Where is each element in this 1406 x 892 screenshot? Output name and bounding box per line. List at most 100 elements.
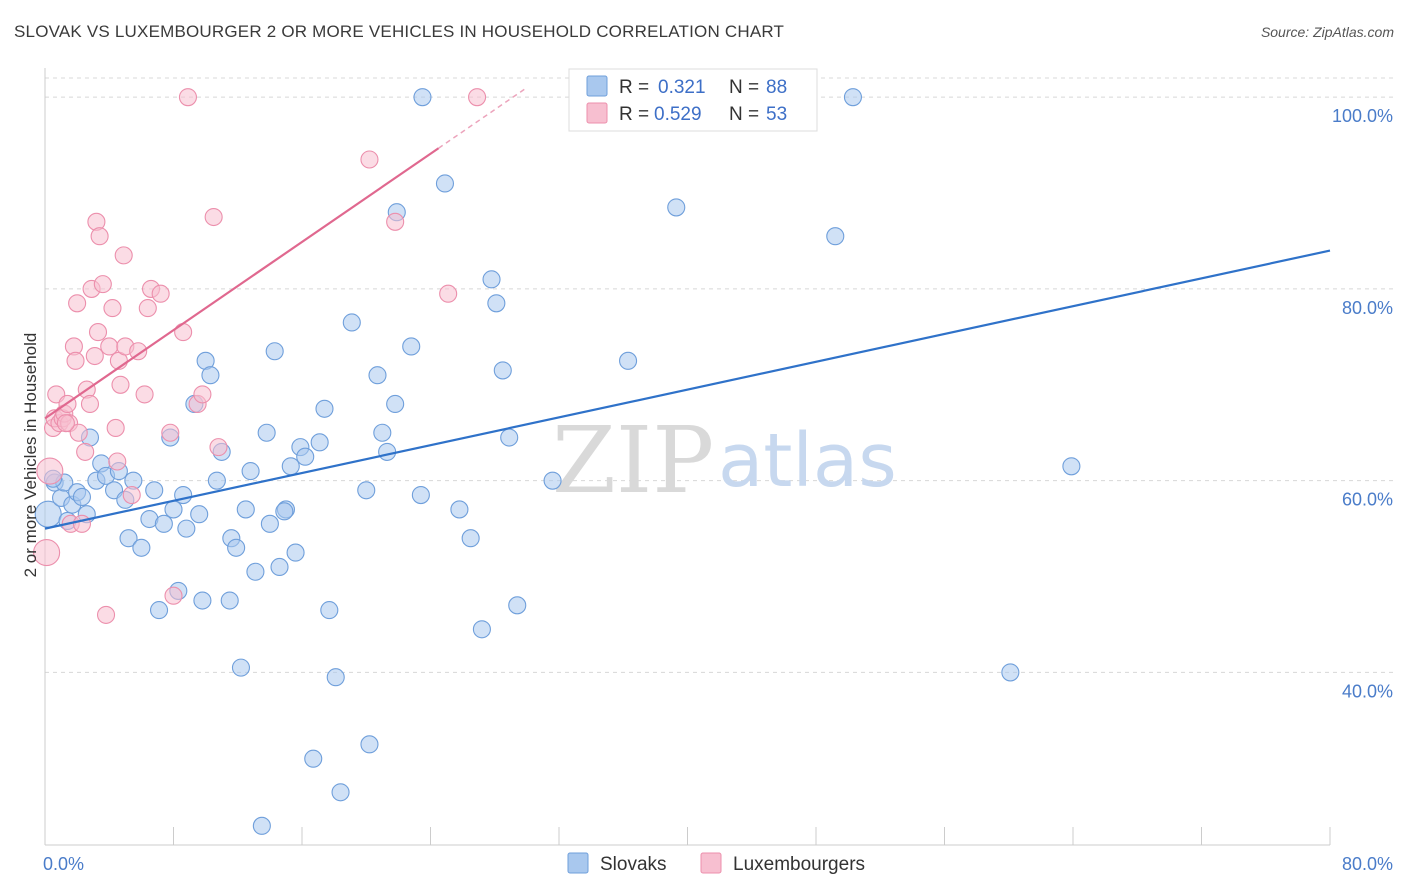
point-luxembourgers (56, 414, 75, 433)
point-luxembourgers (96, 605, 116, 624)
point-slovaks (826, 227, 845, 246)
trend-lines (44, 86, 1331, 530)
point-slovaks (145, 481, 164, 500)
point-slovaks (207, 471, 226, 490)
point-luxembourgers (85, 346, 104, 366)
watermark-atlas: atlas (718, 418, 897, 504)
point-slovaks (378, 442, 397, 461)
point-slovaks (667, 198, 686, 217)
point-slovaks (843, 88, 862, 107)
point-slovaks (315, 399, 334, 418)
bottom-legend-swatch-luxembourgers (700, 852, 722, 874)
point-luxembourgers (122, 486, 141, 505)
point-slovaks (119, 529, 138, 548)
point-slovaks (402, 337, 421, 356)
point-slovaks (543, 471, 562, 490)
point-luxembourgers (80, 394, 100, 414)
x-tick-label: 80.0% (1342, 854, 1393, 874)
point-slovaks (231, 658, 251, 677)
series-luxembourgers (33, 88, 487, 624)
point-slovaks (260, 514, 279, 533)
point-slovaks (281, 457, 300, 476)
y-tick-label: 100.0% (1332, 106, 1393, 126)
legend-r-label-0: R = (619, 77, 649, 98)
point-slovaks (360, 735, 379, 754)
point-slovaks (386, 394, 405, 414)
point-slovaks (331, 783, 350, 802)
point-slovaks (413, 88, 432, 107)
bottom-legend-swatch-slovaks (567, 852, 589, 874)
point-slovaks (450, 500, 469, 519)
chart-title: SLOVAK VS LUXEMBOURGER 2 OR MORE VEHICLE… (14, 22, 785, 41)
point-luxembourgers (174, 323, 193, 342)
point-luxembourgers (114, 246, 133, 265)
point-slovaks (320, 601, 339, 620)
point-luxembourgers (88, 323, 108, 342)
point-luxembourgers (129, 342, 148, 361)
point-luxembourgers (386, 212, 405, 231)
point-slovaks (296, 447, 315, 466)
y-axis-label: 2 or more Vehicles in Household (21, 333, 40, 578)
point-luxembourgers (193, 385, 212, 404)
point-luxembourgers (138, 299, 157, 318)
point-slovaks (304, 749, 323, 768)
point-slovaks (482, 270, 501, 289)
point-luxembourgers (90, 227, 109, 246)
point-slovaks (493, 361, 512, 380)
legend-n-value-0: 88 (766, 77, 787, 98)
point-slovaks (270, 557, 289, 577)
point-luxembourgers (68, 294, 87, 313)
source-label: Source: ZipAtlas.com (1260, 24, 1394, 40)
point-luxembourgers (360, 150, 379, 169)
point-slovaks (177, 519, 196, 538)
point-slovaks (154, 514, 173, 533)
point-slovaks (310, 433, 329, 452)
legend-swatch-slovaks (586, 75, 608, 97)
x-tick-labels: 0.0% 80.0% (43, 854, 1393, 874)
point-luxembourgers (439, 284, 458, 303)
point-slovaks (164, 500, 183, 519)
point-slovaks (326, 668, 345, 687)
point-slovaks (220, 591, 239, 610)
point-slovaks (149, 601, 169, 620)
point-slovaks (236, 500, 255, 519)
legend-n-label-1: N = (729, 104, 759, 125)
point-slovaks (190, 505, 209, 524)
bottom-legend-label-luxembourgers: Luxembourgers (733, 854, 865, 875)
point-slovaks (227, 538, 246, 557)
point-slovaks (472, 620, 491, 639)
y-tick-label: 80.0% (1342, 298, 1393, 318)
point-luxembourgers (178, 88, 198, 107)
point-slovaks (461, 529, 480, 548)
point-slovaks (257, 423, 276, 442)
grid-lines (45, 77, 1395, 673)
point-luxembourgers (108, 452, 127, 471)
point-slovaks (1062, 457, 1081, 476)
point-luxembourgers (69, 423, 88, 442)
x-tick-label: 0.0% (43, 854, 84, 874)
point-slovaks (357, 481, 376, 500)
legend-r-value-1: 0.529 (654, 104, 702, 125)
series-legend: Slovaks Luxembourgers (567, 852, 865, 875)
point-slovaks (435, 174, 455, 193)
bottom-legend-label-slovaks: Slovaks (600, 854, 667, 875)
point-luxembourgers (111, 375, 130, 394)
point-slovaks (487, 294, 506, 313)
point-slovaks (132, 538, 151, 557)
point-slovaks (500, 428, 519, 447)
point-luxembourgers (161, 423, 180, 442)
legend-n-label-0: N = (729, 77, 759, 98)
point-slovaks (72, 487, 91, 507)
point-slovaks (286, 543, 305, 562)
legend-r-label-1: R = (619, 104, 649, 125)
trend-line-luxembourgers (44, 147, 440, 420)
point-slovaks (275, 502, 294, 521)
y-tick-labels: 40.0% 60.0% 80.0% 100.0% (1332, 106, 1393, 701)
axes (44, 68, 1331, 846)
y-tick-label: 40.0% (1342, 681, 1393, 701)
point-luxembourgers (100, 337, 119, 356)
point-slovaks (241, 462, 260, 481)
watermark-zip: ZIP (552, 407, 714, 514)
point-luxembourgers (151, 284, 170, 303)
